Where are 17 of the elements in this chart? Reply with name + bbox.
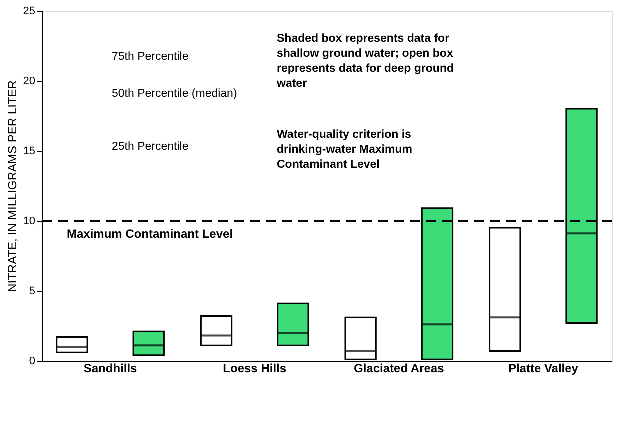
x-tick-label: Platte Valley xyxy=(508,362,579,376)
y-tick-label: 20 xyxy=(23,76,36,88)
annotation: 50th Percentile (median) xyxy=(112,88,238,100)
x-tick-label: Glaciated Areas xyxy=(354,362,445,376)
y-tick-label: 0 xyxy=(29,356,36,368)
x-tick-label: Sandhills xyxy=(84,362,138,376)
x-tick-label: Loess Hills xyxy=(223,362,287,376)
y-tick-label: 25 xyxy=(23,6,36,18)
annotation: Shaded box represents data for shallow ground water; open box represents data for deep ground water xyxy=(276,33,454,90)
annotation: 75th Percentile xyxy=(112,51,189,63)
ref-line-label: Maximum Contaminant Level xyxy=(67,227,234,241)
annotation: Water-quality criterion is drinking-water Maximum Contaminant Level xyxy=(277,129,412,171)
y-tick-label: 5 xyxy=(29,286,36,298)
y-axis-title: NITRATE, IN MILLIGRAMS PER LITER xyxy=(5,80,20,292)
y-tick-label: 10 xyxy=(23,216,36,228)
y-tick-label: 15 xyxy=(23,146,36,158)
annotation: 25th Percentile xyxy=(112,141,189,153)
